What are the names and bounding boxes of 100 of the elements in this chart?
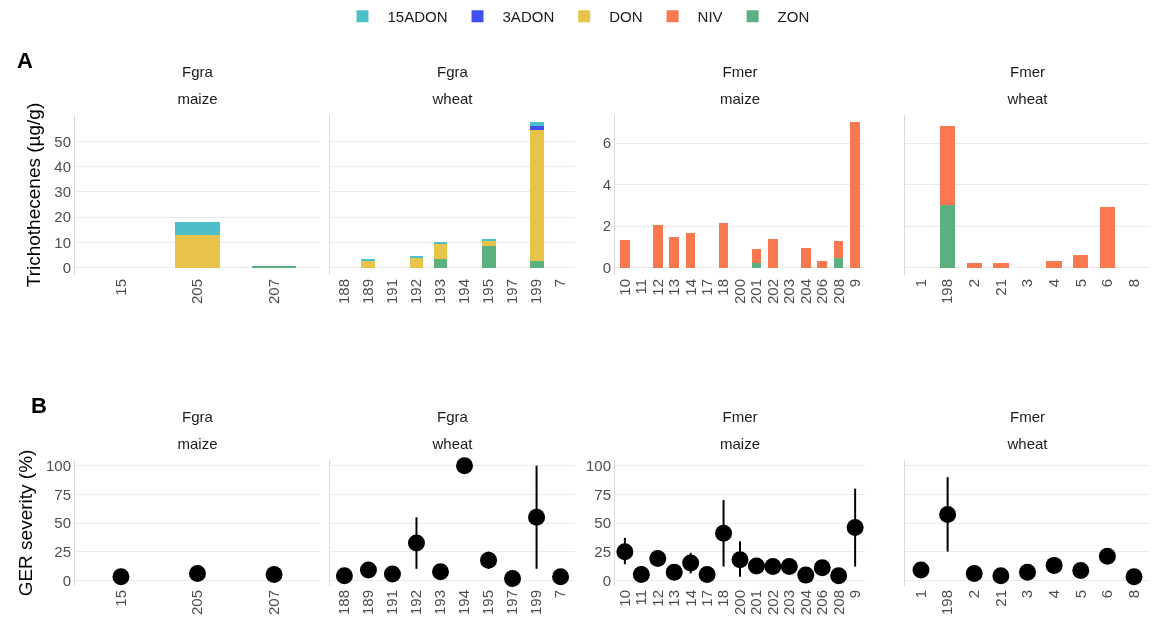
bar [1046,261,1062,268]
x-tick-label: 9 [846,279,864,288]
point [616,543,634,561]
x-tick-label: 5 [1071,590,1089,599]
bar [751,262,762,268]
y-tick-label: 50 [594,514,611,532]
chart-subtitle: maize [719,435,761,452]
bar [1099,207,1116,268]
x-tick-label: 202 [763,590,781,616]
bar [939,205,956,268]
chart-subtitle: maize [719,90,761,107]
legend-label: DON [609,8,643,26]
x-tick-label: 198 [938,279,956,305]
x-tick-label: 197 [503,590,521,616]
x-tick-label: 18 [714,590,732,607]
x-tick-label: 17 [697,279,715,296]
x-tick-label: 200 [730,590,748,616]
point [939,505,957,523]
point [649,550,667,567]
point [383,565,401,583]
point [846,519,864,537]
point [1125,568,1143,586]
x-tick-label: 197 [503,279,521,305]
chart-title: Fgra [437,408,469,425]
legend-label: NIV [697,8,723,26]
chart-title: Fmer [1010,63,1045,80]
x-tick-label: 205 [188,279,206,305]
y-tick-label: 100 [585,456,611,474]
bar [939,126,956,206]
legend-label: 15ADON [387,8,448,26]
chart-title: Fgra [182,63,214,80]
x-tick-label: 1 [911,590,929,599]
x-tick-label: 202 [763,279,781,305]
x-tick-label: 205 [188,590,206,616]
bar [652,225,663,268]
point [764,558,782,576]
x-tick-label: 194 [455,590,473,616]
bar [993,262,1009,268]
point [407,534,425,552]
x-tick-label: 1 [911,279,929,288]
chart-title: Fgra [437,63,469,80]
x-tick-label: 203 [780,279,798,305]
bar [361,260,376,268]
x-tick-label: 21 [991,279,1009,296]
text: B [31,393,47,418]
y-axis-title: Trichothecenes (µg/g) [23,102,45,288]
point [965,564,983,582]
y-tick-label: 40 [54,157,71,175]
x-tick-label: 206 [813,279,831,305]
y-tick-label: 4 [602,175,611,193]
legend-label: ZON [777,8,810,26]
x-tick-label: 194 [455,279,473,305]
x-tick-label: 192 [407,279,425,305]
point [1072,562,1090,580]
x-tick-label: 208 [829,590,847,616]
bar [433,243,448,259]
x-tick-label: 200 [730,279,748,305]
x-tick-label: 201 [747,590,765,616]
x-tick-label: 189 [359,279,377,305]
chart-subtitle: wheat [431,435,474,452]
x-tick-label: 204 [796,279,814,305]
x-tick-label: 6 [1098,590,1116,599]
x-tick-label: 8 [1124,279,1142,288]
x-tick-label: 14 [681,590,699,607]
x-tick-label: 12 [648,590,666,607]
chart-title: Fmer [1010,408,1045,425]
y-tick-label: 20 [54,208,71,226]
bar [529,129,544,262]
x-tick-label: 3 [1018,590,1036,599]
point [1019,563,1036,581]
bar [718,223,729,268]
point [552,568,570,586]
y-tick-label: 50 [54,514,71,532]
y-tick-label: 50 [54,132,71,150]
point [504,570,522,588]
x-tick-label: 203 [780,590,798,616]
text: A [17,48,33,73]
point [335,567,353,585]
bar [1073,255,1089,268]
y-tick-label: 0 [62,258,71,276]
chart-title: Fmer [722,63,758,80]
x-tick-label: 189 [359,590,377,616]
bar [529,126,544,130]
x-tick-label: 10 [615,590,633,607]
x-tick-label: 9 [846,590,864,599]
x-tick-label: 7 [551,590,569,599]
bar [481,240,496,247]
bar [751,249,762,263]
point [780,558,798,576]
chart-subtitle: wheat [1006,435,1049,452]
bar [529,122,544,127]
y-tick-label: 0 [602,571,611,589]
x-tick-label: 193 [431,590,449,616]
x-tick-label: 2 [965,279,983,288]
x-tick-label: 15 [111,590,129,607]
y-tick-label: 75 [594,485,611,503]
point [665,563,683,581]
x-tick-label: 207 [264,590,282,616]
bar [850,122,860,268]
y-tick-label: 6 [602,134,611,152]
